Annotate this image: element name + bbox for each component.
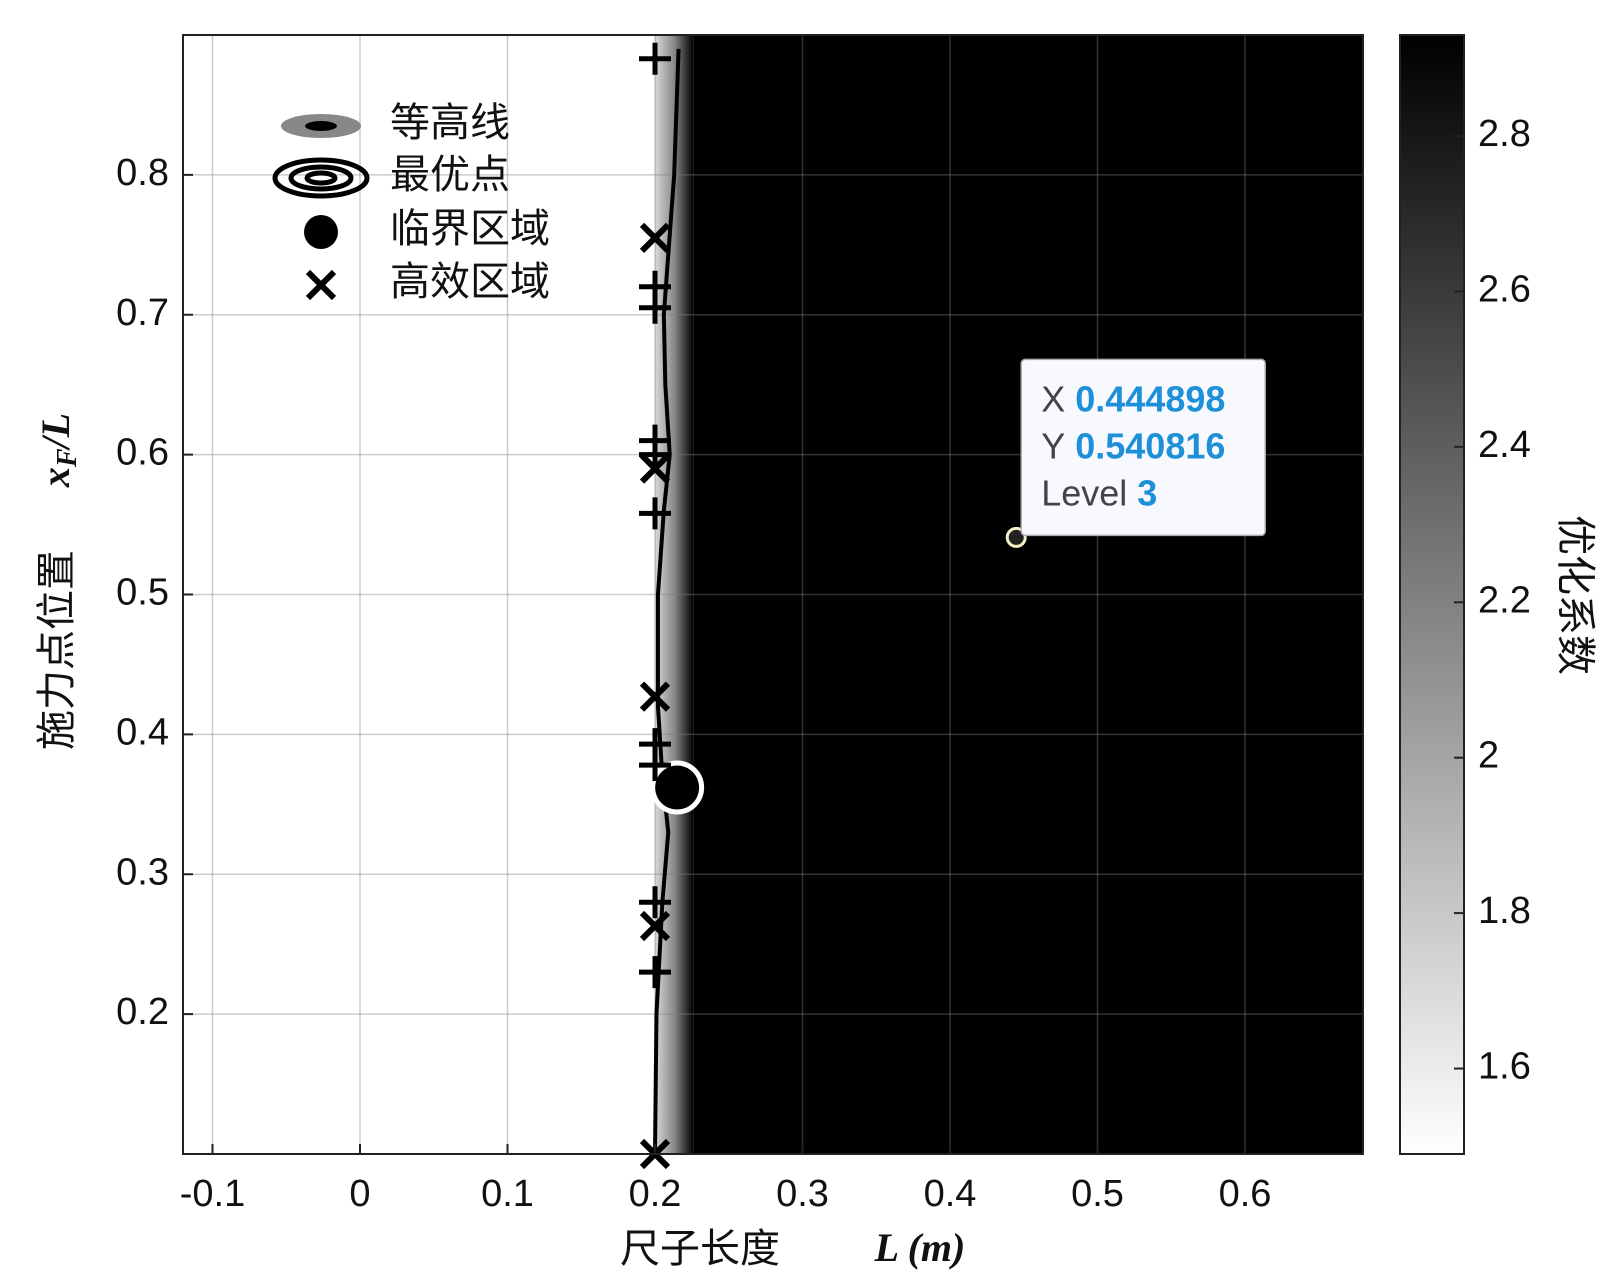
datatip-box xyxy=(1020,358,1266,537)
y-tick-label: 0.4 xyxy=(116,711,169,753)
x-tick-label: 0.5 xyxy=(1071,1173,1124,1215)
symbol-base: x xyxy=(33,467,78,488)
legend-symbol xyxy=(305,121,337,131)
legend-symbol xyxy=(288,164,354,192)
y-tick-label: 0.5 xyxy=(116,572,169,614)
y-tick-label: 0.7 xyxy=(116,292,169,334)
colorbar xyxy=(1399,34,1465,1155)
legend-entry: 等高线 xyxy=(281,100,510,146)
symbol-sub: F xyxy=(52,448,83,468)
x-tick-label: 0.2 xyxy=(629,1173,682,1215)
legend-label: 等高线 xyxy=(390,100,510,146)
datatip-row: X 0.444898 xyxy=(1041,378,1225,419)
cross-marker xyxy=(639,910,671,942)
legend-entry: 高效区域 xyxy=(305,259,550,305)
datatip-value: 3 xyxy=(1137,472,1157,513)
optimum-point xyxy=(650,760,705,815)
colorbar-tick-label: 2.8 xyxy=(1478,113,1531,155)
plus-marker xyxy=(639,291,671,324)
colorbar-label: 优化系数 xyxy=(1552,515,1598,675)
legend-symbol xyxy=(304,215,338,249)
datatip-value: 0.540816 xyxy=(1075,425,1225,466)
y-tick-label: 0.8 xyxy=(116,152,169,194)
datatip-row: Y 0.540816 xyxy=(1041,425,1225,466)
datatip-key: X xyxy=(1041,378,1065,419)
plus-marker xyxy=(639,438,671,471)
x-tick-label: 0.4 xyxy=(924,1173,977,1215)
plus-marker xyxy=(639,956,671,989)
legend-label: 高效区域 xyxy=(390,259,550,305)
legend-symbol xyxy=(305,269,337,301)
plus-marker xyxy=(639,497,671,530)
legend-entry: 最优点 xyxy=(272,152,510,199)
legend-label: 临界区域 xyxy=(390,206,550,252)
colorbar-tick-label: 2.2 xyxy=(1478,579,1531,621)
colorbar-tick-label: 2.6 xyxy=(1478,268,1531,310)
y-tick-label: 0.6 xyxy=(116,432,169,474)
legend-symbol xyxy=(304,170,338,186)
y-tick-label: 0.3 xyxy=(116,851,169,893)
plus-marker xyxy=(639,886,671,919)
filled-region xyxy=(693,35,1363,1154)
x-tick-label: -0.1 xyxy=(180,1173,245,1215)
y-axis-symbol: xF/L xyxy=(33,413,83,488)
x-tick-label: 0 xyxy=(349,1173,370,1215)
plus-marker xyxy=(639,749,671,782)
x-tick-label: 0.3 xyxy=(776,1173,829,1215)
datatip-key: Level xyxy=(1041,472,1127,513)
legend-entry: 临界区域 xyxy=(304,206,550,252)
datatip-key: Y xyxy=(1041,425,1065,466)
colorbar-tick-label: 1.8 xyxy=(1478,890,1531,932)
legend-label: 最优点 xyxy=(390,152,510,198)
y-tick-label: 0.2 xyxy=(116,991,169,1033)
legend-symbol xyxy=(272,157,370,199)
plus-marker xyxy=(639,42,671,75)
x-axis-unit: L (m) xyxy=(874,1225,966,1270)
x-tick-label: 0.6 xyxy=(1219,1173,1272,1215)
x-tick-label: 0.1 xyxy=(481,1173,534,1215)
cross-marker xyxy=(639,222,671,253)
x-axis-label: 尺子长度 xyxy=(620,1226,780,1272)
colorbar-tick-label: 2.4 xyxy=(1478,424,1531,466)
critical-point xyxy=(655,765,700,810)
gradient-band xyxy=(655,35,694,1154)
y-axis-label: 施力点位置 xyxy=(34,550,80,750)
cross-marker xyxy=(639,681,671,712)
datatip-value: 0.444898 xyxy=(1075,378,1225,419)
datatip-row: Level 3 xyxy=(1041,472,1157,513)
symbol-rest: /L xyxy=(33,413,78,452)
colorbar-tick-label: 2 xyxy=(1478,735,1499,777)
colorbar-tick-label: 1.6 xyxy=(1478,1046,1531,1088)
